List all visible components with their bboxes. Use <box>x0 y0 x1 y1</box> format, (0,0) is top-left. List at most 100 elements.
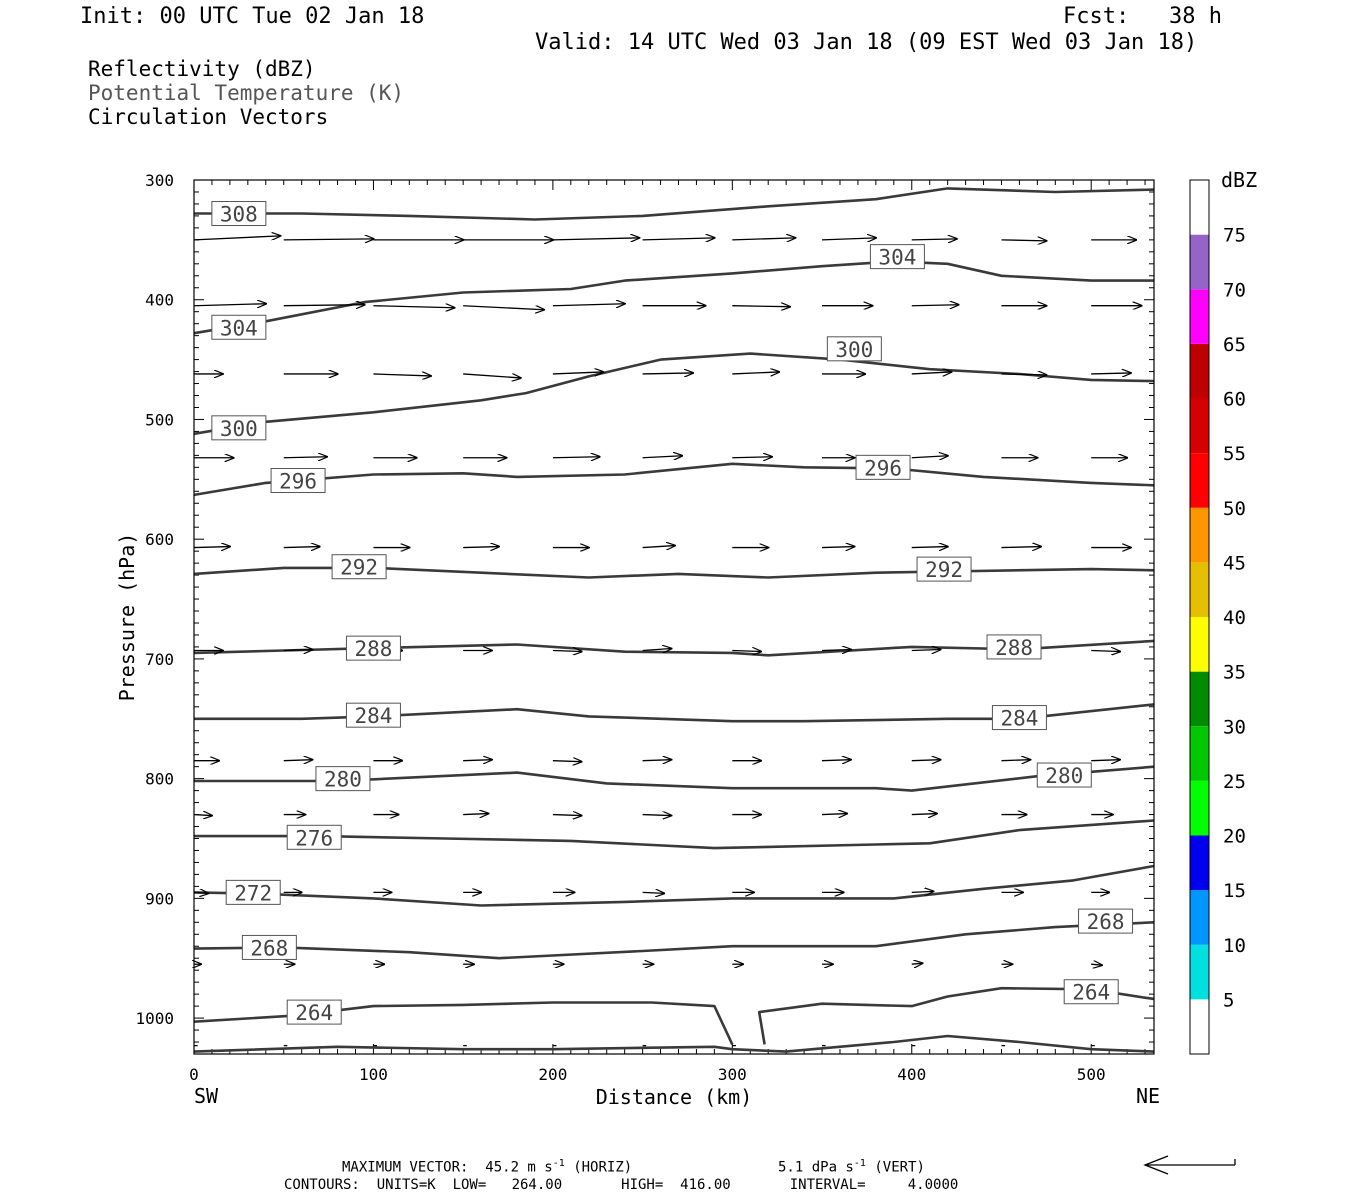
contour-lines <box>193 187 1155 1053</box>
contours-info: CONTOURS: UNITS=K LOW= 264.00 HIGH= 416.… <box>284 1177 959 1193</box>
y-tick-label: 1000 <box>135 1009 174 1028</box>
wind-vector <box>911 650 941 651</box>
contour-label-box <box>211 201 267 227</box>
wind-vector <box>911 456 948 458</box>
theta-contour-280 <box>194 765 1155 792</box>
wind-vector <box>642 238 715 240</box>
wind-vector <box>1091 760 1120 761</box>
colorbar-label: 5 <box>1223 989 1234 1011</box>
contour-label-box <box>225 879 281 905</box>
axis-ticks <box>193 179 1154 1055</box>
contour-label: 264 <box>295 1001 333 1025</box>
init-time: Init: 00 UTC Tue 02 Jan 18 <box>80 4 425 29</box>
wind-vector <box>552 761 582 762</box>
theta-contour-288 <box>193 639 1155 657</box>
theta-contour-300 <box>193 352 1155 436</box>
wind-vector <box>642 456 683 458</box>
contour-label-box <box>331 554 387 580</box>
contour-label-box <box>345 702 401 728</box>
wind-vector <box>732 457 772 458</box>
colorbar-segment <box>1190 562 1209 617</box>
theta-contour-268 <box>193 921 1155 960</box>
wind-vector <box>1001 760 1030 761</box>
theta-contour-264 <box>193 1034 1155 1053</box>
forecast-hour: Fcst: 38 h <box>1063 4 1222 29</box>
colorbar-label: 15 <box>1223 880 1246 902</box>
wind-vector <box>552 238 639 240</box>
contour-label: 292 <box>340 556 378 580</box>
colorbar-segment <box>1190 507 1209 563</box>
theta-contour-304 <box>193 260 1154 335</box>
wind-vector <box>911 239 957 240</box>
colorbar-label: 60 <box>1223 389 1246 411</box>
circulation-vectors <box>193 236 1142 1047</box>
contour-label-box <box>826 336 882 362</box>
wind-vector <box>1091 373 1131 374</box>
wind-vector <box>642 815 672 816</box>
colorbar-label: 45 <box>1223 552 1246 574</box>
wind-vector <box>732 306 790 307</box>
x-tick-label: 400 <box>897 1065 926 1084</box>
wind-vector <box>463 547 499 548</box>
theta-contour-264 <box>757 986 1155 1045</box>
colorbar-label: 30 <box>1223 716 1246 738</box>
max-vector-text: MAXIMUM VECTOR: 45.2 m s-1 (HORIZ) <box>342 1158 633 1176</box>
wind-vector <box>1091 651 1120 652</box>
y-axis-label: Pressure (hPa) <box>115 533 139 702</box>
colorbar-label: 65 <box>1223 334 1246 356</box>
colorbar-segment <box>1190 944 1209 1000</box>
x-tick-label: 0 <box>189 1065 199 1084</box>
right-end-label: NE <box>1136 1084 1160 1108</box>
wind-vector <box>732 238 795 240</box>
wind-vector <box>373 374 431 376</box>
wind-vector <box>642 760 672 761</box>
wind-vector <box>911 963 923 964</box>
contour-label-box <box>869 244 925 270</box>
colorbar-segment <box>1190 180 1209 235</box>
colorbar-segment <box>1190 780 1209 836</box>
wind-vector <box>822 547 854 548</box>
contour-label: 268 <box>1087 910 1125 934</box>
contour-label: 308 <box>220 203 258 227</box>
contour-label: 300 <box>220 417 258 441</box>
contour-label-box <box>1078 908 1134 934</box>
contour-label: 304 <box>220 316 258 340</box>
x-tick-label: 200 <box>538 1065 567 1084</box>
contour-label-box <box>1063 979 1119 1005</box>
theta-contour-276 <box>194 819 1155 850</box>
wind-vector <box>1001 240 1046 241</box>
colorbar-label: 10 <box>1223 935 1246 957</box>
colorbar: 5 10 15 20 25 30 35 40 45 50 55 60 65 70 75 <box>1189 179 1246 1055</box>
contour-label: 288 <box>354 637 392 661</box>
wind-vector <box>822 238 876 240</box>
contour-label: 296 <box>864 456 902 480</box>
contour-label: 284 <box>1000 707 1038 731</box>
wind-vector <box>373 306 454 308</box>
theta-contour-272 <box>193 864 1155 907</box>
contour-label: 284 <box>354 704 392 728</box>
contour-label: 268 <box>250 936 288 960</box>
y-tick-label: 700 <box>145 650 174 669</box>
y-tick-label: 800 <box>145 770 174 789</box>
wind-vector <box>911 547 948 548</box>
wind-vector <box>193 304 266 306</box>
contour-label: 280 <box>1045 764 1083 788</box>
wind-vector <box>283 457 327 458</box>
contour-label-box <box>1036 762 1092 788</box>
plot-frame <box>193 179 1155 1055</box>
wind-vector <box>463 305 544 310</box>
colorbar-label: 70 <box>1223 279 1246 301</box>
wind-vector <box>1001 547 1041 548</box>
legend-potential-temperature: Potential Temperature (K) <box>88 81 405 105</box>
colorbar-segment <box>1190 289 1209 344</box>
colorbar-segment <box>1190 835 1209 891</box>
wind-vector <box>552 457 600 458</box>
colorbar-label: 40 <box>1223 607 1246 629</box>
legend-circulation-vectors: Circulation Vectors <box>88 105 329 129</box>
contour-labels: 308 304 304 300 300 296 296 292 292 288 288 284 284 2… <box>211 201 1134 1025</box>
colorbar-segment <box>1190 343 1209 399</box>
wind-vector <box>911 814 937 815</box>
contour-label-box <box>211 415 267 441</box>
wind-vector <box>642 649 672 651</box>
